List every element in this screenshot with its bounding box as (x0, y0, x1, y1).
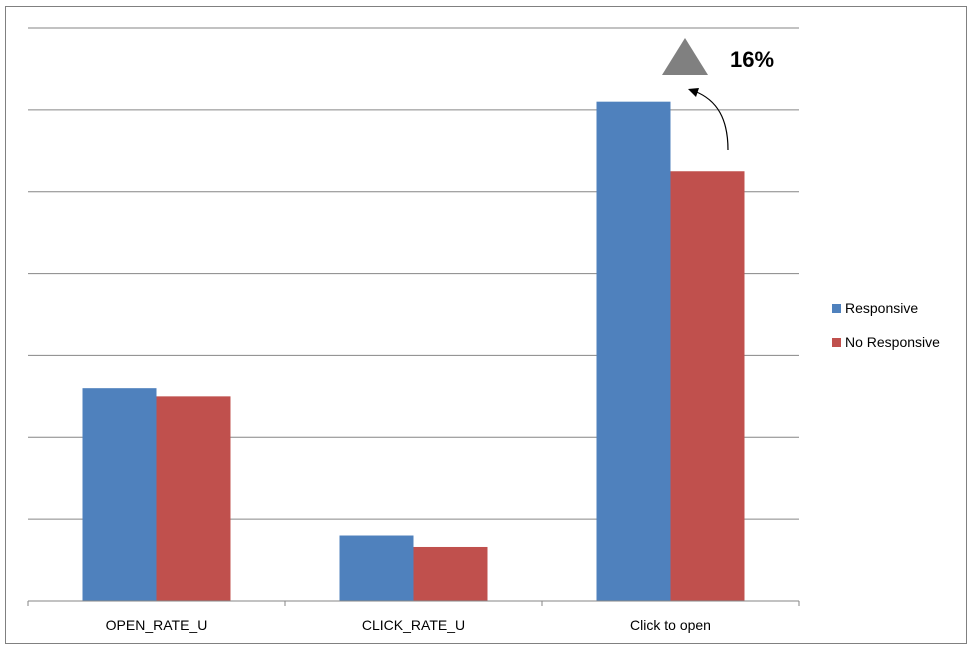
bar-responsive (82, 388, 157, 601)
legend: Responsive No Responsive (832, 300, 940, 350)
x-tick-label: OPEN_RATE_U (106, 617, 208, 633)
annotation-text: 16% (730, 47, 774, 72)
bars (82, 101, 745, 602)
x-axis (27, 600, 800, 606)
bar-no-responsive (413, 546, 488, 601)
legend-swatch (832, 304, 841, 313)
legend-label: No Responsive (845, 334, 940, 350)
x-tick-label: CLICK_RATE_U (362, 617, 465, 633)
legend-label: Responsive (845, 300, 918, 316)
bar-responsive (596, 101, 671, 602)
up-triangle-icon (662, 38, 708, 75)
x-tick-label: Click to open (630, 617, 711, 633)
bar-no-responsive (156, 396, 231, 601)
curved-arrow-icon (693, 90, 729, 151)
arrow-head (688, 88, 699, 97)
bar-no-responsive (670, 171, 745, 601)
x-tick-labels: OPEN_RATE_U CLICK_RATE_U Click to open (106, 617, 711, 633)
bar-responsive (339, 535, 414, 601)
legend-swatch (832, 338, 841, 347)
annotation: 16% (662, 38, 774, 151)
